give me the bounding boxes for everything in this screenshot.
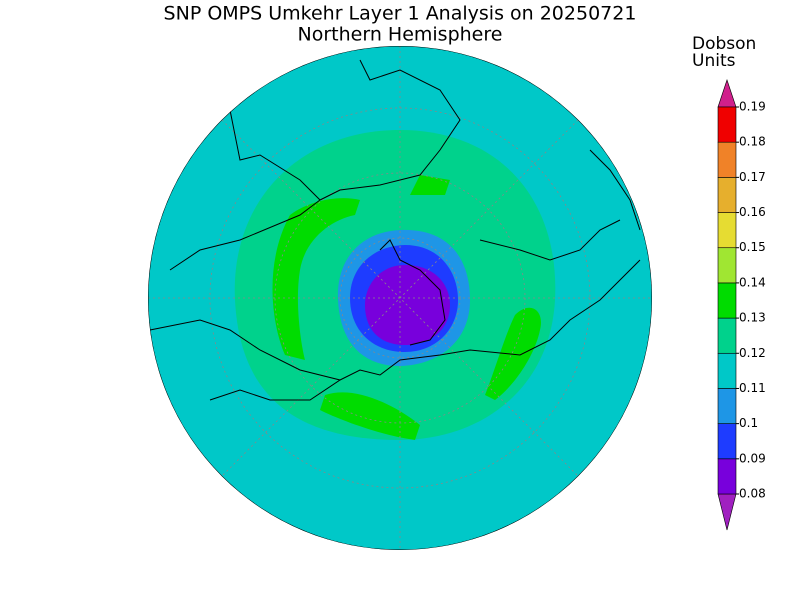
colorbar-tick-label: 0.18 (739, 135, 766, 149)
colorbar-segment (717, 141, 737, 178)
colorbar-segment (717, 106, 737, 143)
colorbar-label: Dobson (692, 34, 756, 54)
colorbar-segment (717, 177, 737, 213)
colorbar-tick-label: 0.13 (739, 311, 766, 325)
colorbar-segment (717, 317, 737, 354)
colorbar-tick-label: 0.1 (739, 416, 758, 430)
colorbar-segment (717, 247, 737, 284)
contour-region (320, 392, 420, 440)
colorbar-tick-label: 0.16 (739, 205, 766, 219)
colorbar-segment (717, 423, 737, 460)
graticule (148, 46, 652, 550)
contour-region (410, 175, 450, 195)
colorbar-tick-label: 0.15 (739, 240, 766, 254)
map (148, 46, 652, 550)
map-title: SNP OMPS Umkehr Layer 1 Analysis on 2025… (164, 3, 637, 25)
colorbar-segment (717, 458, 737, 495)
colorbar-tick-label: 0.14 (739, 275, 766, 289)
colorbar-tick-label: 0.12 (739, 346, 766, 360)
colorbar-segment (717, 352, 737, 389)
colorbar-tick-label: 0.09 (739, 451, 766, 465)
map-subtitle: Northern Hemisphere (298, 24, 503, 46)
colorbar: 0.08 0.09 0.1 0.11 0.12 0.13 0.14 0.15 0.16 0.17 0… (717, 79, 766, 531)
colorbar-label: Units (692, 51, 736, 71)
colorbar-tick-label: 0.17 (739, 170, 766, 184)
colorbar-tick-label: 0.11 (739, 381, 766, 395)
colorbar-segment (717, 388, 737, 424)
colorbar-tick-label: 0.19 (739, 100, 766, 114)
colorbar-segment (717, 212, 737, 249)
colorbar-tick-label: 0.08 (739, 487, 766, 501)
contour-region (272, 198, 360, 360)
coastlines (149, 59, 641, 401)
colorbar-segment (717, 282, 737, 319)
